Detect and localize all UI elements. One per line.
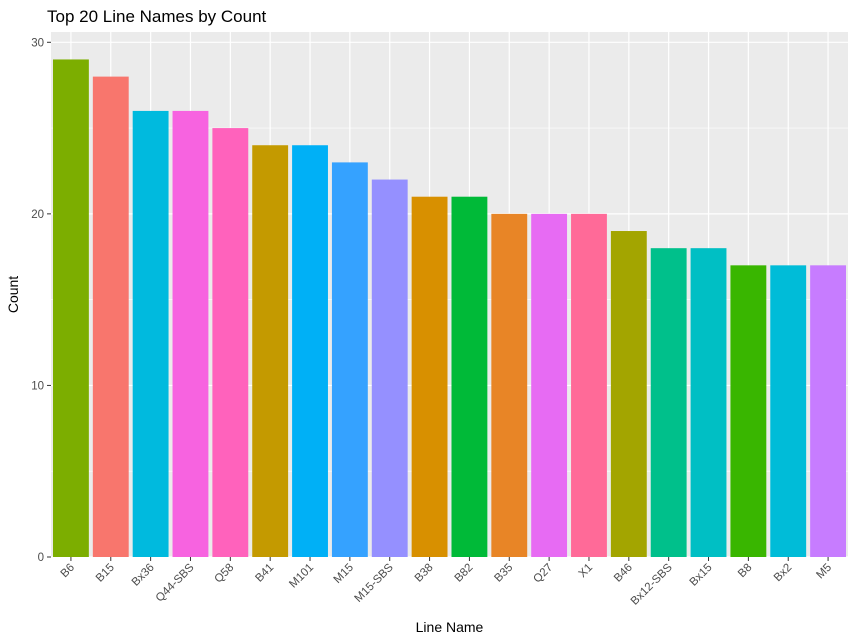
x-tick-label: B41 <box>253 562 276 585</box>
bar-Bx15 <box>690 248 727 558</box>
bar-Bx12-SBS <box>650 248 687 558</box>
x-tick-label: Bx36 <box>130 562 157 589</box>
bar-B82 <box>451 196 488 558</box>
x-tick-label: M15-SBS <box>353 561 397 605</box>
x-tick-label: M5 <box>814 562 834 582</box>
bar-B41 <box>252 145 289 557</box>
y-axis: 0 10 20 30 <box>31 37 51 564</box>
x-tick-label: Q44-SBS <box>154 561 197 604</box>
bar-M101 <box>292 145 328 557</box>
chart-title: Top 20 Line Names by Count <box>47 7 267 26</box>
x-tick-label: B38 <box>413 562 436 585</box>
x-tick-label: M101 <box>287 562 316 591</box>
x-tick-label: B8 <box>736 562 754 580</box>
x-tick-label: M15 <box>332 562 356 586</box>
x-tick-label: B6 <box>59 562 77 580</box>
y-tick-label: 0 <box>38 552 44 564</box>
y-axis-title: Count <box>5 276 21 313</box>
x-tick-label: Bx12-SBS <box>629 561 675 607</box>
bar-X1 <box>571 213 607 558</box>
bar-Bx2 <box>770 265 807 557</box>
bar-B38 <box>411 196 448 558</box>
x-tick-label: B82 <box>453 562 476 585</box>
x-axis-title: Line Name <box>416 619 484 635</box>
x-tick-label: B15 <box>94 562 117 585</box>
bar-B35 <box>491 213 528 558</box>
x-tick-label: X1 <box>577 562 595 580</box>
x-tick-label: Q58 <box>213 562 237 586</box>
x-tick-label: B46 <box>612 562 635 585</box>
x-tick-label: Bx2 <box>772 562 795 585</box>
bar-Q58 <box>212 128 249 557</box>
y-tick-label: 30 <box>31 37 44 49</box>
bar-Q27 <box>531 213 568 558</box>
y-tick-label: 10 <box>31 380 44 392</box>
bar-M15 <box>331 162 368 557</box>
bar-M15-SBS <box>371 179 408 558</box>
plot-background <box>51 32 848 557</box>
y-tick-label: 20 <box>31 209 44 221</box>
bar-B8 <box>730 265 767 557</box>
x-tick-label: B35 <box>492 562 515 585</box>
x-tick-label: Q27 <box>531 562 555 586</box>
bar-B46 <box>610 231 647 558</box>
x-tick-label: Bx15 <box>688 562 715 589</box>
bar-M5 <box>810 265 847 557</box>
bar-B6 <box>52 59 89 557</box>
bars <box>52 59 847 558</box>
bar-Q44-SBS <box>172 110 209 557</box>
bar-B15 <box>92 76 129 557</box>
bar-Bx36 <box>132 110 169 557</box>
